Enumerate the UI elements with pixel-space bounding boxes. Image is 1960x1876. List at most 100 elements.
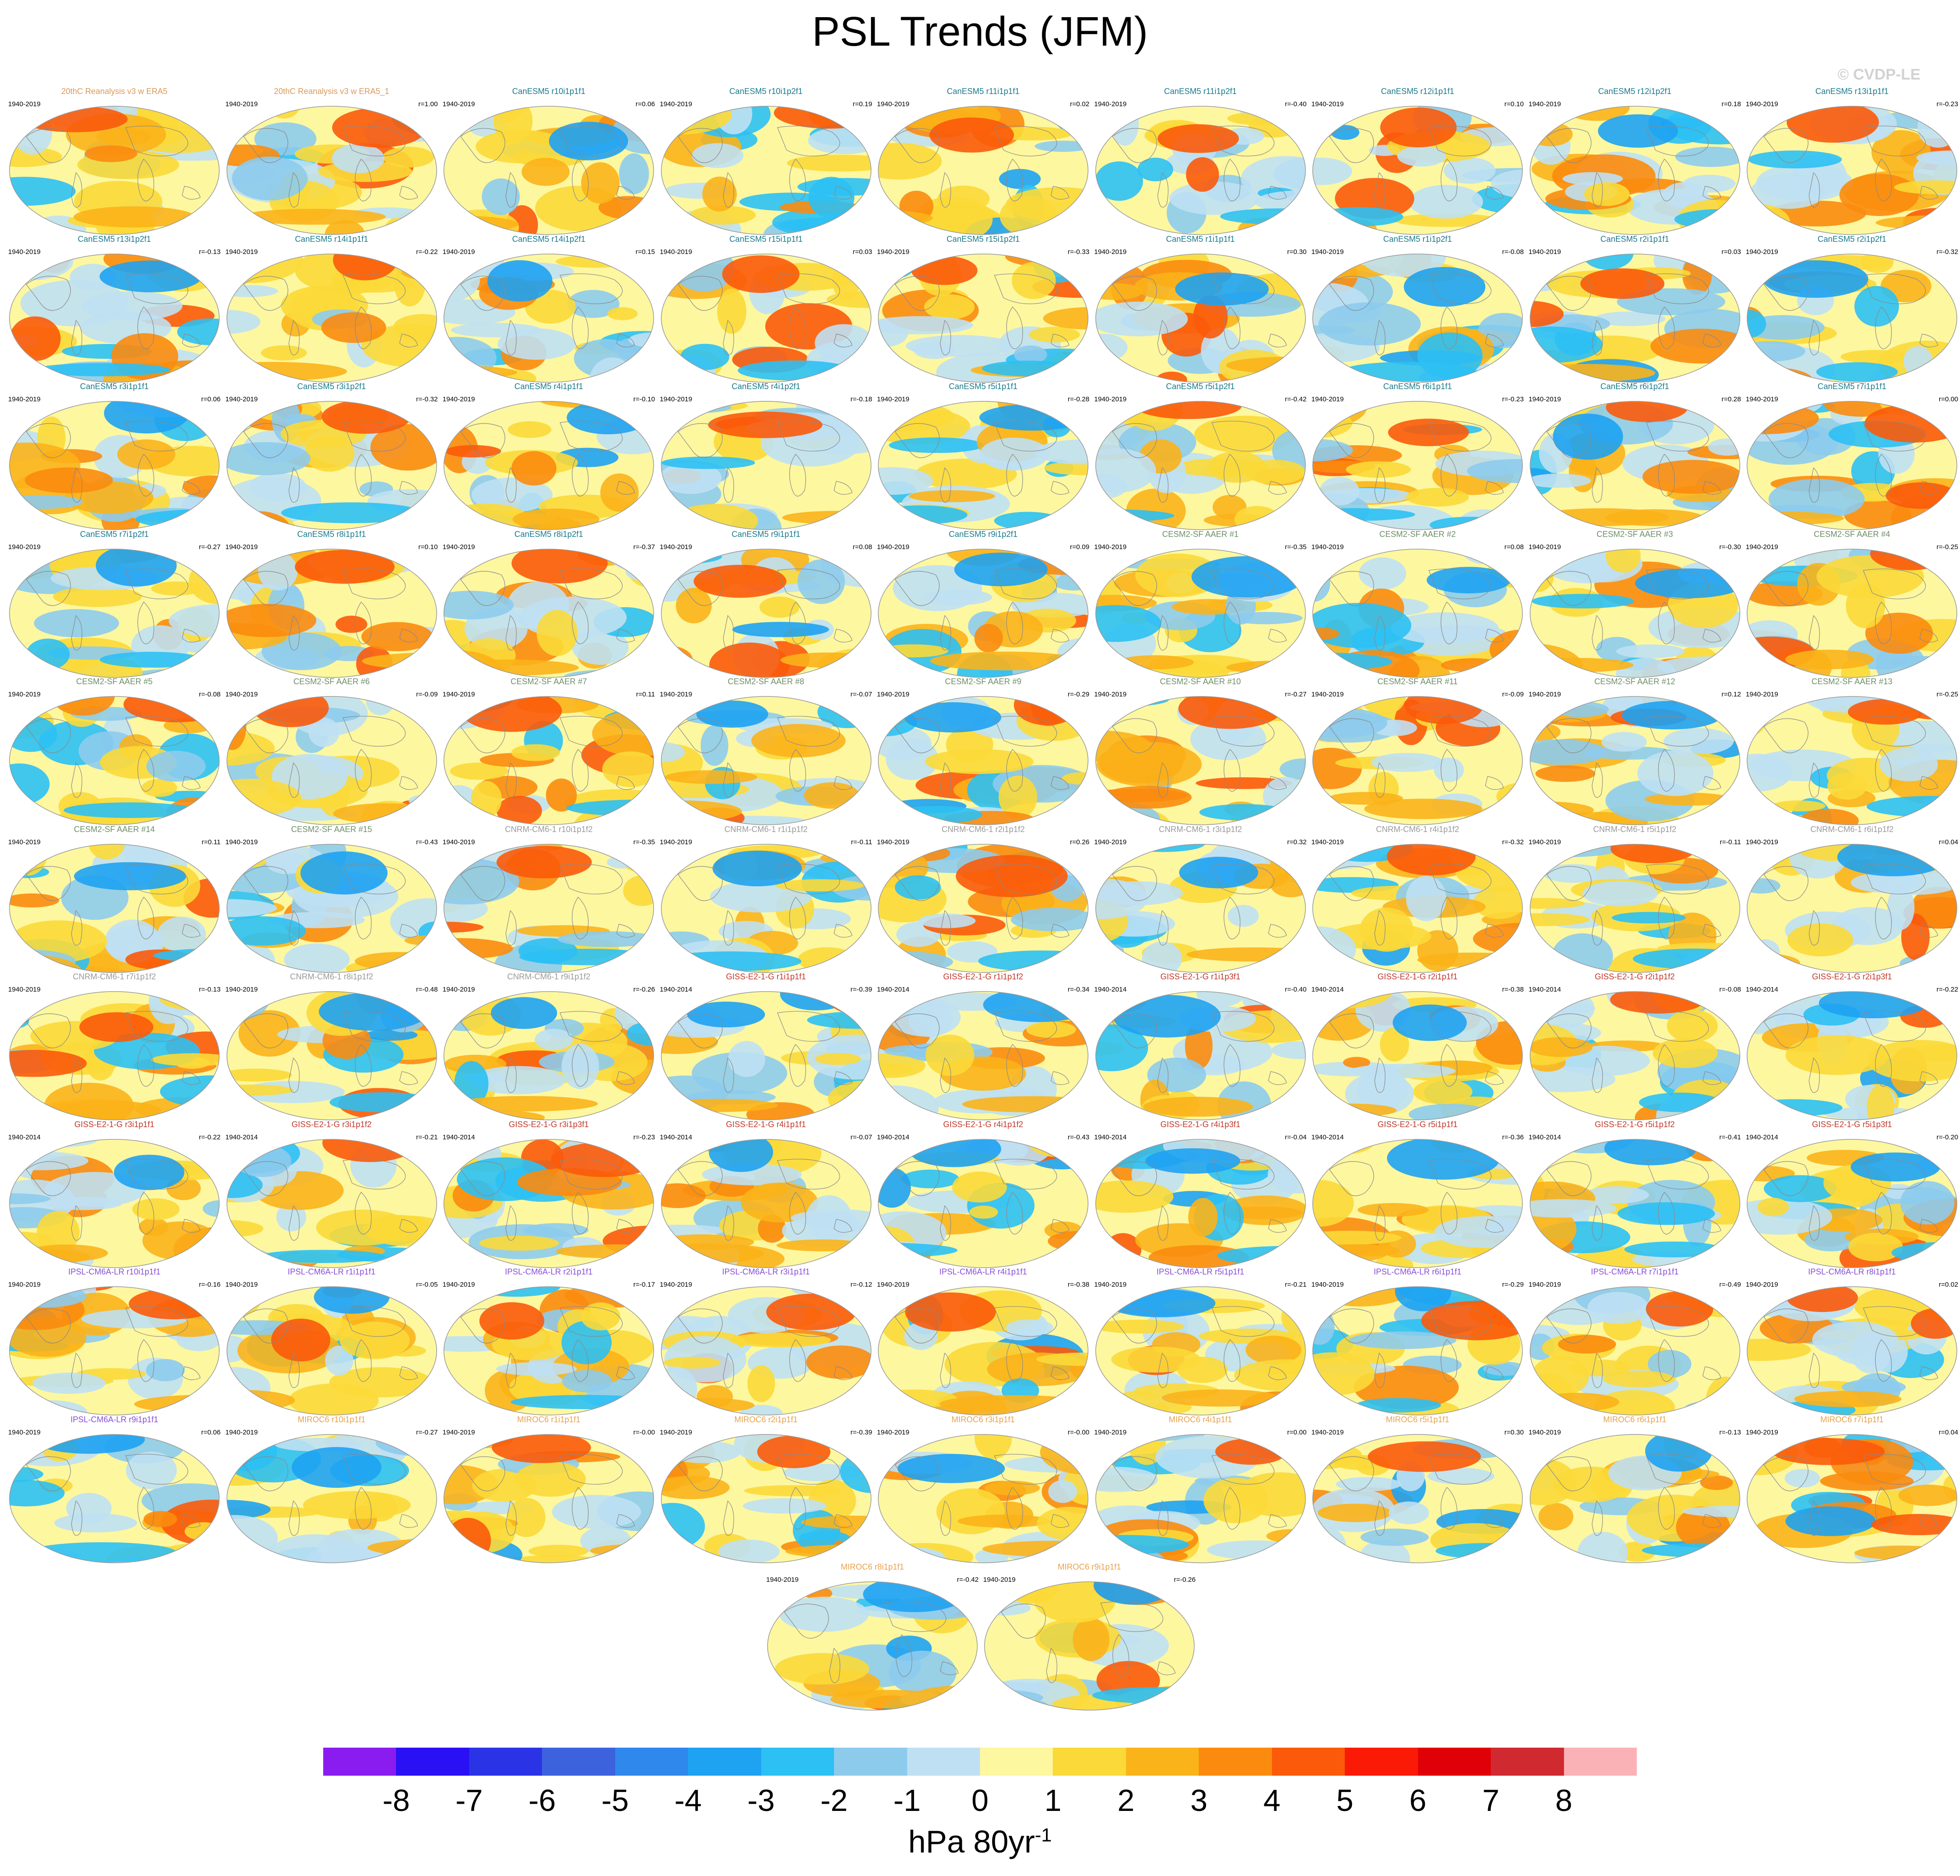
panel-correlation: r=0.03: [853, 248, 872, 256]
trend-contour: [498, 328, 576, 360]
map-panel: CanESM5 r8i1p2f1 1940-2019 r=-0.37: [443, 530, 655, 678]
panel-correlation: r=-0.43: [416, 838, 438, 846]
psl-trend-map: [226, 991, 437, 1120]
trend-contour: [9, 177, 76, 206]
panel-title: CanESM5 r3i1p1f1: [80, 382, 149, 391]
psl-trend-map: [1529, 1434, 1740, 1563]
trend-contour: [905, 1292, 996, 1332]
coastline: [125, 863, 188, 894]
trend-contour: [779, 1597, 869, 1632]
panel-period: 1940-2019: [1746, 395, 1778, 403]
panel-grid: 20thC Reanalysis v3 w ERA5 1940-2019 20thC…: [8, 87, 1958, 1711]
trend-contour: [335, 615, 368, 633]
panel-period: 1940-2019: [8, 100, 41, 108]
coastline: [1591, 467, 1603, 503]
trend-contour: [603, 844, 636, 851]
psl-trend-map: [1747, 106, 1957, 235]
coastline: [1763, 718, 1809, 753]
coastline: [505, 172, 517, 208]
map-border: [660, 401, 872, 530]
trend-contour: [1134, 401, 1242, 419]
psl-trend-map: [1095, 548, 1306, 678]
coastline: [1658, 159, 1675, 202]
panel-title: CanESM5 r12i1p1f1: [1380, 87, 1455, 96]
coastline: [833, 481, 853, 495]
trend-contour: [226, 254, 273, 267]
coastline: [1702, 628, 1721, 643]
map-panel: CanESM5 r1i1p2f1 1940-2019 r=-0.08: [1311, 235, 1524, 383]
trend-contour: [1785, 1506, 1876, 1536]
trend-contour: [408, 266, 437, 277]
trend-contour: [759, 596, 800, 618]
trend-contour: [1800, 809, 1859, 825]
psl-trend-map: [1529, 843, 1740, 973]
trend-contour: [1747, 995, 1769, 1021]
trend-contour: [444, 549, 481, 571]
trend-contour: [1639, 1092, 1720, 1112]
psl-trend-map: [1095, 1434, 1306, 1563]
coastline: [243, 423, 288, 458]
coastline: [1006, 454, 1023, 497]
coastline: [71, 615, 82, 650]
psl-trend-map: [1529, 1286, 1740, 1415]
panel-title: CESM2-SF AAER #2: [1379, 529, 1456, 539]
trend-contour: [405, 405, 433, 423]
panel-title: CanESM5 r5i1p1f1: [948, 382, 1018, 391]
psl-trend-map: [443, 696, 654, 825]
map-border: [226, 253, 437, 383]
trend-contour: [661, 1316, 715, 1331]
panel-correlation: r=-0.35: [633, 838, 655, 846]
panel-title: CanESM5 r4i1p2f1: [731, 382, 801, 391]
trend-contour: [1112, 995, 1220, 1038]
panel-period: 1940-2019: [660, 100, 693, 108]
panel-correlation: r=0.19: [853, 100, 872, 108]
panel-title: CESM2-SF AAER #9: [945, 677, 1022, 686]
trend-contour: [1916, 150, 1957, 165]
trend-contour: [1535, 508, 1669, 526]
trend-contour: [607, 307, 638, 320]
map-panel: IPSL-CM6A-LR r1i1p1f1 1940-2019 r=-0.05: [226, 1267, 438, 1415]
coastline: [125, 421, 188, 451]
map-border: [1747, 401, 1957, 530]
map-border: [1747, 106, 1957, 235]
coastline: [243, 275, 288, 311]
psl-trend-map: [1095, 696, 1306, 825]
trend-contour: [34, 609, 119, 637]
panel-period: 1940-2019: [1311, 543, 1344, 551]
coastline: [616, 333, 635, 348]
panel-correlation: r=-0.33: [1068, 248, 1089, 256]
map-panel: CESM2-SF AAER #4 1940-2019 r=-0.25: [1746, 530, 1958, 678]
coastline: [1428, 273, 1492, 304]
trend-contour: [390, 898, 437, 944]
coastline: [1267, 628, 1287, 643]
panel-title: CESM2-SF AAER #4: [1814, 529, 1890, 539]
map-panel: CanESM5 r13i1p1f1 1940-2019 r=-0.23: [1746, 87, 1958, 235]
coastline: [137, 601, 155, 644]
panel-period: 1940-2019: [8, 838, 41, 846]
trend-contour: [914, 341, 955, 359]
trend-contour: [226, 254, 271, 270]
map-border: [878, 253, 1088, 383]
coastline: [1546, 128, 1592, 163]
trend-contour: [1316, 207, 1404, 226]
map-panel: GISS-E2-1-G r4i1p1f2 1940-2014 r=-0.43: [877, 1120, 1089, 1268]
trend-contour: [226, 992, 277, 1006]
coastline: [560, 126, 623, 156]
trend-contour: [1095, 730, 1151, 762]
map-border: [878, 548, 1088, 678]
trend-contour: [226, 916, 306, 945]
trend-contour: [661, 456, 755, 469]
panel-title: CNRM-CM6-1 r2i1p1f2: [941, 824, 1025, 834]
panel-title: CanESM5 r7i1p1f1: [1817, 382, 1887, 391]
trend-contour: [974, 623, 1003, 653]
coastline: [616, 186, 635, 200]
trend-contour: [20, 106, 128, 132]
coastline: [137, 454, 155, 497]
coastline: [895, 275, 940, 311]
trend-contour: [1530, 301, 1564, 327]
coastline: [560, 716, 623, 747]
colorbar-tick-label: -2: [820, 1783, 848, 1818]
map-border: [443, 548, 654, 678]
panel-title: CESM2-SF AAER #8: [727, 677, 805, 686]
coastline: [1051, 333, 1070, 348]
